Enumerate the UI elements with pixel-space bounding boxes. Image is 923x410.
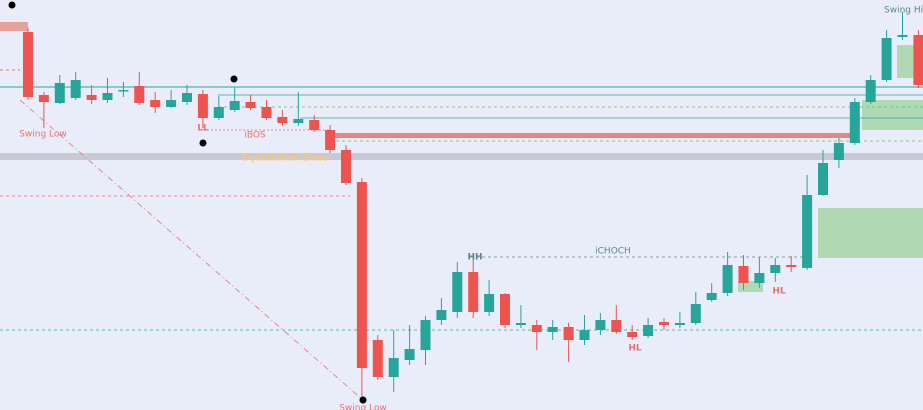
annotation: Swing Low (19, 130, 67, 140)
candle-body (579, 330, 590, 340)
candle-body (738, 266, 749, 283)
candle-body (500, 294, 510, 325)
candle-body (643, 325, 654, 336)
candle-body (786, 265, 797, 267)
candle-body (356, 182, 367, 368)
candle-body (849, 102, 860, 143)
pivot-dot (199, 139, 207, 147)
candle-body (309, 120, 320, 130)
equilibrium-band (0, 153, 923, 160)
candle-body (833, 143, 844, 160)
annotation: HL (772, 287, 786, 297)
candle-body (754, 273, 765, 283)
candle-body (531, 325, 542, 332)
candle-body (674, 323, 685, 325)
candle-body (182, 93, 192, 102)
candle-body (38, 95, 49, 102)
candle-body (134, 86, 145, 103)
candle-body (277, 117, 288, 123)
candle-body (563, 327, 574, 340)
candle-body (706, 293, 717, 300)
candle-body (468, 272, 479, 312)
annotation: Swing Low (339, 404, 387, 410)
supply-zone (330, 133, 855, 138)
candle-body (261, 107, 272, 118)
candle-body (54, 83, 65, 103)
demand-zone (818, 208, 923, 258)
candle-body (436, 310, 447, 320)
candle-body (86, 95, 97, 100)
demand-zone (738, 281, 763, 292)
annotation: HL (628, 344, 642, 354)
candle-body (229, 101, 240, 110)
candle-body (547, 327, 558, 332)
candle-body (818, 163, 828, 195)
candle-body (388, 358, 399, 377)
candle-body (118, 90, 129, 92)
candle-body (595, 320, 606, 330)
pivot-dot (230, 75, 238, 83)
supply-zone (0, 22, 28, 31)
candles (23, 12, 923, 400)
candle-body (627, 332, 638, 337)
candle-body (213, 107, 224, 118)
candle-body (881, 38, 892, 80)
candle-body (166, 100, 177, 107)
annotation: Swing High (884, 6, 923, 16)
candle-body (293, 119, 304, 123)
overlay: Swing Low LL iBOS Equilibrium Zone HH iCHOCH H… (8, 1, 923, 410)
candle-body (150, 100, 161, 107)
annotation: LL (197, 124, 209, 134)
candle-body (659, 322, 669, 325)
candle-body (452, 272, 463, 312)
candle-body (372, 340, 383, 377)
annotation: HH (467, 253, 482, 263)
pivot-dot (359, 396, 367, 404)
candle-body (197, 94, 208, 118)
candle-body (404, 349, 415, 360)
candle-body (802, 195, 813, 268)
candle-body (420, 320, 431, 350)
demand-zone (862, 100, 923, 130)
annotation: iCHOCH (595, 247, 631, 257)
candle-body (897, 35, 908, 37)
trend-line (19, 99, 364, 401)
candle-body (515, 323, 526, 325)
candle-body (770, 265, 781, 273)
candle-body (245, 102, 256, 108)
annotation: iBOS (244, 131, 266, 141)
candle-body (325, 130, 336, 150)
candle-body (913, 35, 923, 85)
candle-body (102, 93, 113, 100)
candle-body (865, 80, 876, 102)
candle-body (690, 304, 701, 323)
candle-body (70, 80, 81, 98)
candle-body (341, 150, 351, 183)
candle-body (23, 32, 33, 97)
candle-body (722, 265, 733, 293)
pivot-dot (8, 1, 16, 9)
annotation: Equilibrium Zone (242, 154, 328, 164)
candle-body (611, 320, 622, 332)
candle-body (484, 294, 495, 312)
